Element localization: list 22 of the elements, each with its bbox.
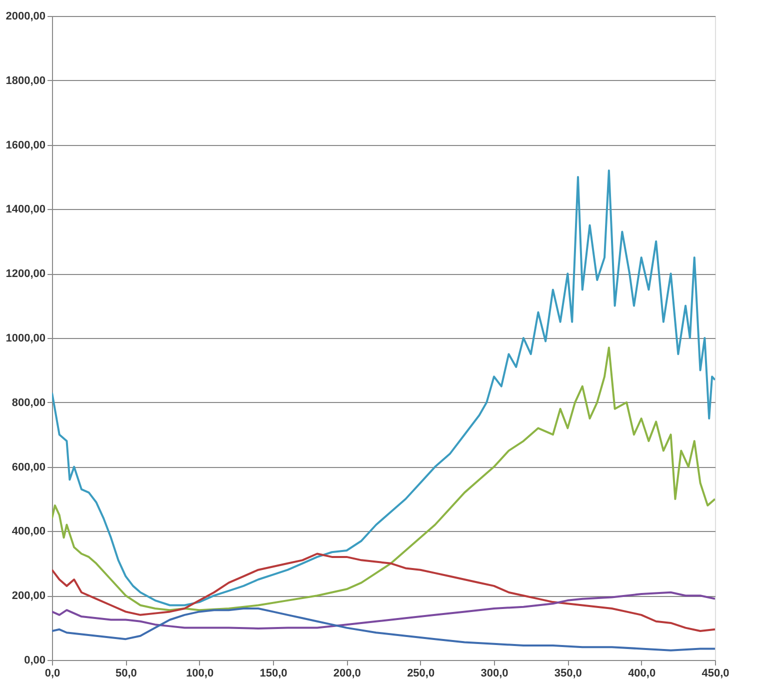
- x-tick-label: 350,0: [554, 668, 582, 680]
- x-tick-label: 250,0: [407, 668, 435, 680]
- y-tick-label: 0,00: [24, 654, 46, 666]
- x-tick-label: 150,0: [260, 668, 288, 680]
- y-tick-label: 800,00: [12, 396, 46, 409]
- y-tick-label: 1400,00: [6, 204, 46, 216]
- x-tick-label: 200,0: [333, 668, 361, 680]
- y-tick-label: 1800,00: [6, 74, 46, 87]
- y-tick-label: 2000,00: [6, 10, 46, 22]
- y-tick-label: 1600,00: [6, 139, 46, 152]
- x-tick-label: 450,0: [702, 668, 730, 680]
- y-tick-label: 1200,00: [6, 268, 46, 280]
- x-tick-label: 0,0: [44, 668, 60, 680]
- x-tick-label: 100,0: [186, 668, 214, 680]
- y-tick-label: 200,00: [12, 590, 46, 602]
- y-tick-label: 600,00: [12, 461, 46, 474]
- line-series: [52, 607, 715, 652]
- x-tick-label: 50,0: [115, 668, 137, 680]
- y-tick-label: 400,00: [12, 526, 46, 538]
- y-tick-label: 1000,00: [6, 332, 46, 344]
- x-tick-label: 300,0: [480, 668, 508, 680]
- x-tick-label: 400,0: [628, 668, 656, 680]
